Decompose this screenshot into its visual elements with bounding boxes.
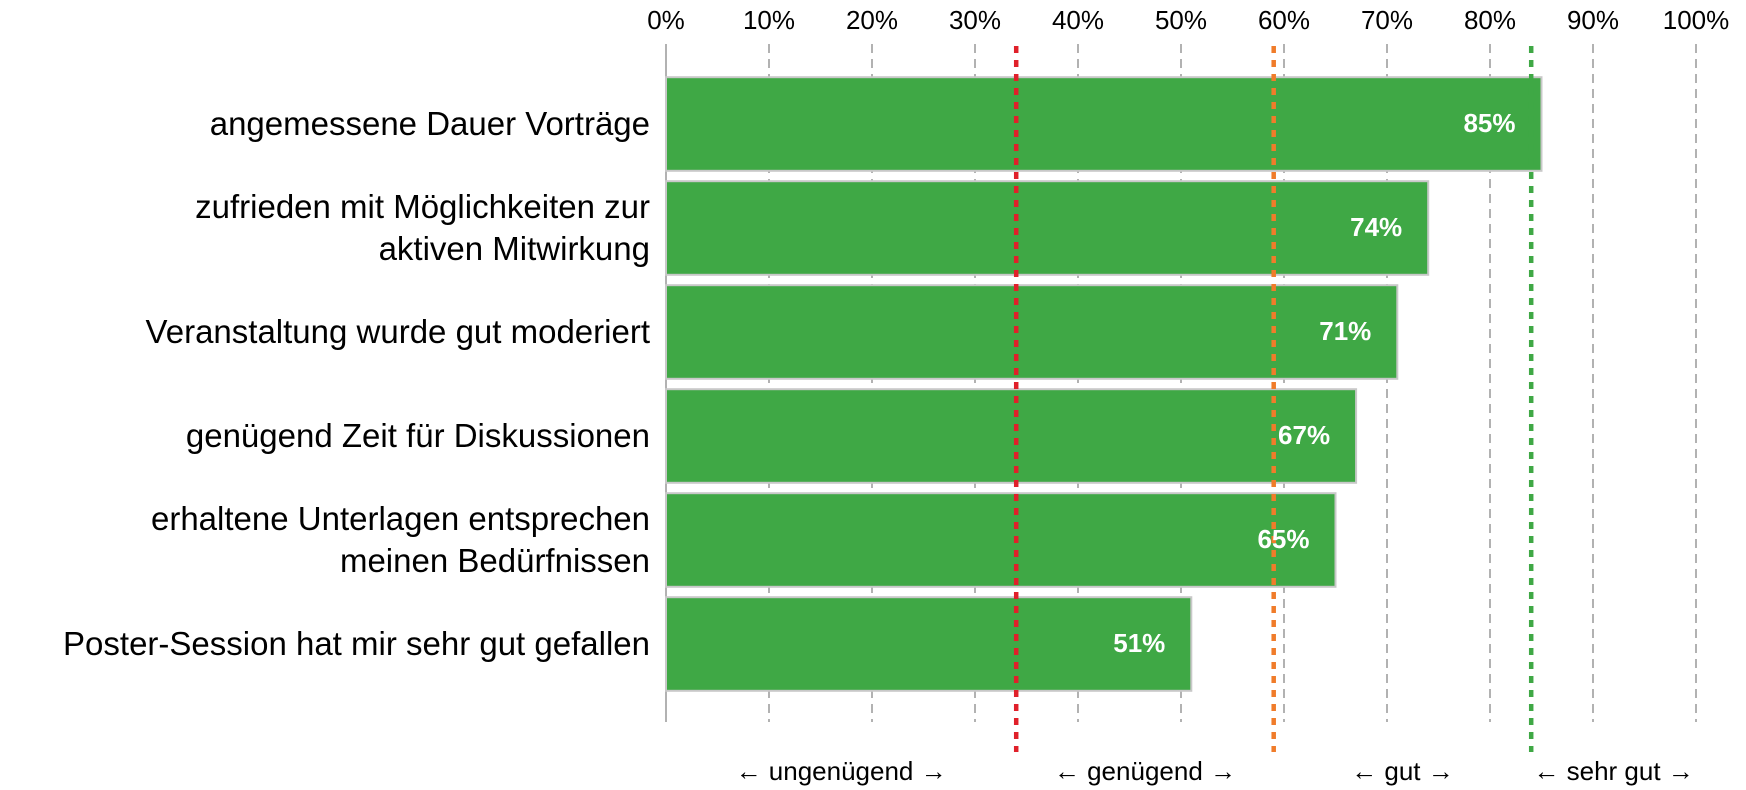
category-label: Poster-Session hat mir sehr gut gefallen [63, 625, 650, 662]
value-label: 74% [1350, 212, 1402, 242]
x-tick-label: 90% [1567, 5, 1619, 35]
category-label: angemessene Dauer Vorträge [209, 105, 650, 142]
bar [665, 596, 1193, 692]
x-tick-label: 60% [1258, 5, 1310, 35]
category-label: zufrieden mit Möglichkeiten zur aktiven … [195, 188, 650, 267]
zone-label: ← genügend → [1054, 756, 1236, 786]
x-tick-label: 80% [1464, 5, 1516, 35]
value-label: 65% [1257, 524, 1309, 554]
value-label: 67% [1278, 420, 1330, 450]
x-tick-label: 100% [1663, 5, 1730, 35]
x-tick-label: 50% [1155, 5, 1207, 35]
x-tick-label: 20% [846, 5, 898, 35]
bar [665, 180, 1430, 276]
zone-label: ← gut → [1351, 756, 1454, 786]
zone-label: ← ungenügend → [736, 756, 947, 786]
value-label: 85% [1463, 108, 1515, 138]
category-label: genügend Zeit für Diskussionen [185, 417, 650, 454]
x-tick-label: 0% [647, 5, 685, 35]
x-tick-label: 70% [1361, 5, 1413, 35]
x-tick-label: 40% [1052, 5, 1104, 35]
x-tick-label: 10% [743, 5, 795, 35]
bar [665, 76, 1543, 172]
value-label: 71% [1319, 316, 1371, 346]
zone-label: ← sehr gut → [1533, 756, 1693, 786]
category-label: erhaltene Unterlagen entsprechen meinen … [150, 500, 650, 579]
x-tick-label: 30% [949, 5, 1001, 35]
value-label: 51% [1113, 628, 1165, 658]
bar [665, 492, 1337, 588]
bar [665, 284, 1399, 380]
category-label: Veranstaltung wurde gut moderiert [145, 313, 650, 350]
bar [665, 388, 1358, 484]
